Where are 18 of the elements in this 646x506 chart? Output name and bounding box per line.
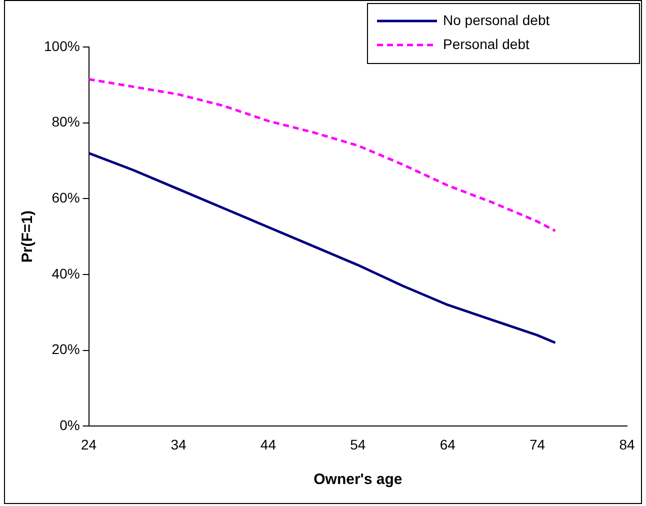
legend-label: No personal debt	[443, 12, 550, 28]
line-series	[88, 78, 556, 232]
x-tick-label: 34	[170, 436, 187, 452]
x-tick-label: 24	[81, 436, 97, 452]
x-tick-label: 84	[619, 436, 635, 452]
y-tick-label: 80%	[52, 114, 80, 130]
y-tick-label: 40%	[52, 265, 80, 282]
y-tick-label: 20%	[52, 341, 80, 358]
x-tick-label: 54	[350, 436, 366, 452]
y-axis-title: Pr(F=1)	[19, 210, 36, 263]
y-tick-label: 60%	[52, 190, 80, 206]
x-tick-label: 44	[260, 436, 276, 452]
y-tick-label: 0%	[60, 417, 80, 434]
y-tick-label: 100%	[44, 38, 80, 54]
x-tick-label: 64	[440, 436, 456, 452]
x-axis-title: Owner's age	[314, 471, 402, 488]
x-tick-label: 74	[530, 436, 546, 452]
legend-label: Personal debt	[443, 36, 530, 52]
